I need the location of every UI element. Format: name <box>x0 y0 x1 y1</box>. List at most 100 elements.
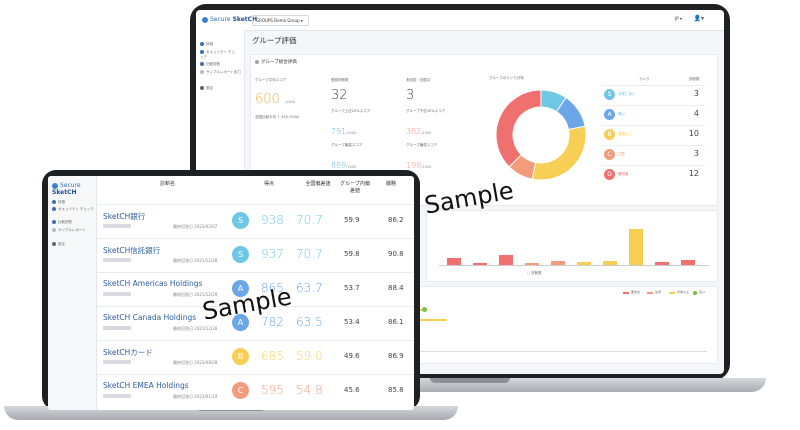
redacted-id <box>103 224 131 228</box>
rank-badge: S <box>604 89 615 100</box>
rank-badge: S <box>232 246 249 263</box>
top20-score: 791/1000 <box>331 127 357 136</box>
rank-label: 良い <box>618 112 625 116</box>
sidebar-item-evaluation[interactable]: 評価 <box>52 200 65 205</box>
score: 865 <box>261 281 284 295</box>
strategy-score: 85.8 <box>388 386 404 394</box>
min-label: グループ最低スコア <box>406 143 438 147</box>
bar <box>577 261 591 265</box>
header-name: 診断名 <box>160 181 176 187</box>
bar-chart <box>439 229 709 266</box>
min-score: 198/1000 <box>406 161 432 170</box>
rank-table: ランク 診断数 S 非常に良い 3 A 良い 4 B 普通以上 10 C 注意 3 D 要改善 12 <box>601 77 705 195</box>
line-marker <box>422 307 427 312</box>
strategy-score: 86.9 <box>388 352 404 360</box>
sidebar-item-sample-report[interactable]: サンプルレポート出力 <box>200 70 242 75</box>
sidebar-item-evaluation[interactable]: 評価 <box>200 42 213 47</box>
diagnosis-name[interactable]: SketCH Americas Holdings <box>103 279 203 288</box>
national-deviation: 70.7 <box>296 247 323 261</box>
redacted-id <box>103 258 131 262</box>
table-row[interactable]: SketCH EMEA Holdings 最終回答日 2023/01/19 C 595… <box>96 374 414 409</box>
strategy-score: 86.1 <box>388 318 404 326</box>
unanswered-count: 3 <box>406 88 415 103</box>
last-answered-date: 最終回答日 2021/12/28 <box>173 326 218 331</box>
language-switch[interactable]: JP ▾ <box>675 16 682 21</box>
diagnosis-name[interactable]: SketCH信託銀行 <box>103 246 161 255</box>
line-legend: 要改善 注意 普通以上 良い <box>623 290 713 297</box>
app-logo[interactable]: Secure SketCH <box>52 182 81 196</box>
rank-row[interactable]: D 要改善 12 <box>601 165 705 184</box>
group-deviation: 49.6 <box>344 352 360 360</box>
diagnosis-name[interactable]: SketCHカード <box>103 348 153 357</box>
table-row[interactable]: SketCHカード 最終回答日 2023/08/28 B 685 59.0 49.6 86.… <box>96 340 414 375</box>
redacted-id <box>103 394 131 398</box>
table-row[interactable]: SketCH Canada Holdings 最終回答日 2021/12/28 A 7… <box>96 306 414 341</box>
check-icon <box>52 207 56 211</box>
national-deviation: 54.8 <box>296 383 323 397</box>
diagnosis-name[interactable]: SketCH銀行 <box>103 212 146 221</box>
score: 937 <box>261 247 284 261</box>
rank-row[interactable]: B 普通以上 10 <box>601 125 705 144</box>
score: 685 <box>261 349 284 363</box>
logo-mark-icon <box>202 16 208 23</box>
top-bar: Secure SketCH GROUPS Demo Group ▾ JP ▾ 👤… <box>196 10 724 31</box>
bar <box>655 261 669 265</box>
front-laptop-screen: Secure SketCH 評価 セキュリティ チェック 比較診断 サンプルレポ… <box>48 176 414 410</box>
group-selector[interactable]: GROUPS Demo Group ▾ <box>252 15 309 26</box>
rank-row[interactable]: C 注意 3 <box>601 145 705 164</box>
rank-donut-chart <box>495 89 587 181</box>
gear-icon <box>52 242 56 246</box>
count-header: 診断数 <box>689 77 700 81</box>
rank-label: 要改善 <box>618 172 629 176</box>
rank-count: 3 <box>693 149 699 158</box>
group-deviation: 45.6 <box>344 386 360 394</box>
redacted-id <box>103 360 131 364</box>
sidebar-item-compare[interactable]: 比較診断 <box>200 62 220 67</box>
rank-label: 非常に良い <box>618 92 636 96</box>
bar <box>473 263 487 265</box>
national-deviation: 70.7 <box>296 213 323 227</box>
report-icon <box>200 70 204 74</box>
table-row[interactable]: SketCH Americas Holdings 最終回答日 2021/12/29… <box>96 272 414 307</box>
table-row[interactable]: SketCH信託銀行 最終回答日 2021/12/28 S 937 70.7 59.8 90… <box>96 238 414 273</box>
group-average-score: 600 /1000 <box>255 92 296 107</box>
table-row[interactable]: SketCH銀行 最終回答日 2023/02/07 S 938 70.7 59.9 86.2 <box>96 204 414 239</box>
gear-icon <box>200 86 204 90</box>
group-average-label: グループ平均スコア <box>255 78 287 82</box>
legend-swatch <box>693 291 697 295</box>
last-answered-date: 最終回答日 2021/12/29 <box>173 292 218 297</box>
legend-swatch <box>647 292 653 294</box>
sidebar-item-settings[interactable]: 設定 <box>52 242 65 247</box>
rank-count: 3 <box>693 89 699 98</box>
rank-row[interactable]: A 良い 4 <box>601 105 705 124</box>
diagnosis-count-label: 登録診断数 <box>331 78 349 82</box>
sidebar-item-sample-report[interactable]: サンプルレポート <box>52 228 86 233</box>
rank-badge: B <box>232 348 249 365</box>
last-answered-date: 最終回答日 2021/12/28 <box>173 258 218 263</box>
last-answered-date: 最終回答日 2023/01/19 <box>173 394 218 399</box>
rank-row[interactable]: S 非常に良い 3 <box>601 85 705 104</box>
evaluation-icon <box>52 200 56 204</box>
check-icon <box>200 50 204 54</box>
sidebar-item-compare[interactable]: 比較診断 <box>52 220 72 225</box>
sidebar-item-security-check[interactable]: セキュリティ チェック <box>52 207 94 212</box>
user-icon[interactable]: 👤▾ <box>693 15 704 22</box>
section-title: グループ総合評価 <box>255 59 297 65</box>
sidebar-item-settings[interactable]: 設定 <box>200 86 213 91</box>
sidebar-item-security-check[interactable]: セキュリティ チェック <box>200 50 235 59</box>
bar <box>499 254 513 265</box>
national-comparison: 全国比較平均 ↑ 545 /1000 <box>255 115 300 119</box>
diagnosis-name[interactable]: SketCH Canada Holdings <box>103 313 197 322</box>
max-score: 889/1000 <box>331 161 357 170</box>
rank-count: 12 <box>688 169 699 178</box>
score: 782 <box>261 315 284 329</box>
low20-label: グループ下位20%スコア <box>406 109 446 113</box>
bar <box>603 261 617 265</box>
rank-badge: S <box>232 212 249 229</box>
national-deviation: 63.7 <box>296 281 323 295</box>
unanswered-label: 未回答・回答中 <box>406 78 431 82</box>
diagnosis-name[interactable]: SketCH EMEA Holdings <box>103 381 189 390</box>
page-title: グループ評価 <box>252 36 297 45</box>
app-logo[interactable]: Secure SketCH <box>202 16 257 23</box>
compare-icon <box>200 62 204 66</box>
